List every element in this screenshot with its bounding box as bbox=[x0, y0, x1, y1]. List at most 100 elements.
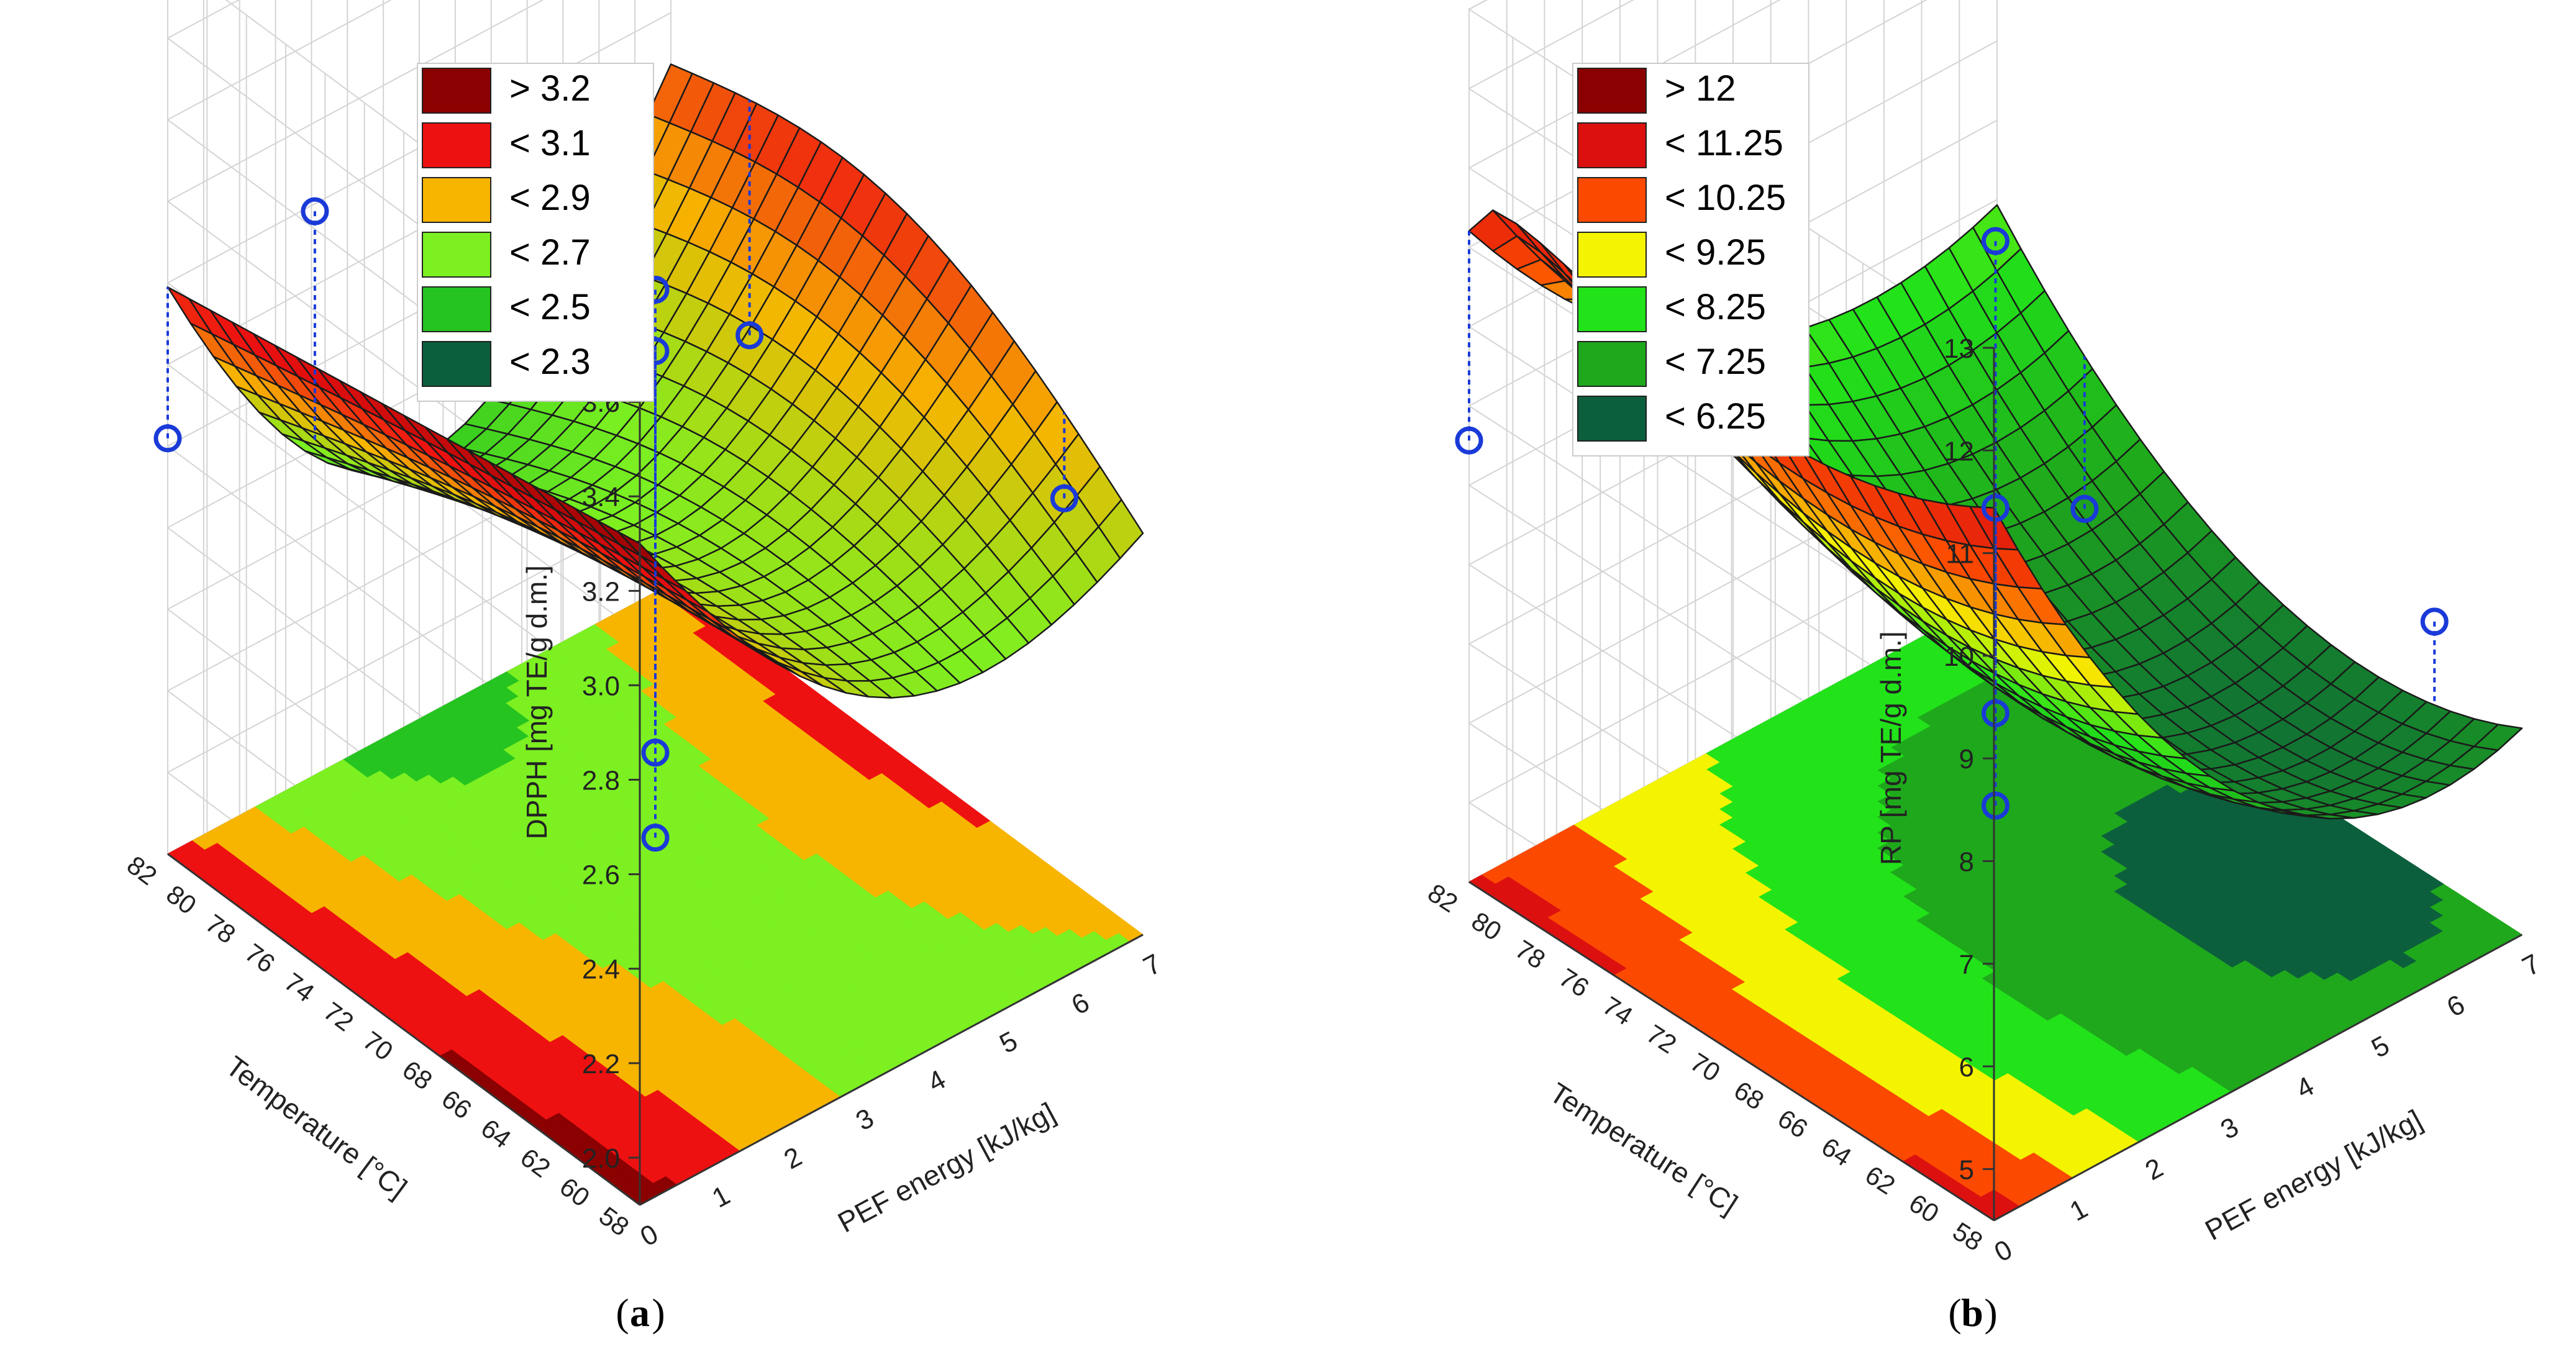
y-tick-label: 80 bbox=[161, 879, 202, 920]
legend-swatch bbox=[1577, 286, 1647, 332]
y-tick-label: 68 bbox=[1729, 1075, 1769, 1115]
legend-swatch bbox=[1577, 68, 1647, 114]
panel-letter: a bbox=[630, 1291, 650, 1335]
x-tick-label: 1 bbox=[707, 1180, 735, 1214]
panel-paren-open: ( bbox=[616, 1291, 629, 1335]
y-tick-label: 66 bbox=[1773, 1104, 1813, 1144]
z-tick-label: 6 bbox=[1959, 1052, 1974, 1083]
z-axis-label: DPPH [mg TE/g d.m.] bbox=[521, 565, 553, 839]
z-tick-label: 5 bbox=[1959, 1155, 1974, 1185]
y-tick-label: 62 bbox=[515, 1142, 556, 1183]
y-axis-label: Temperature [°C] bbox=[220, 1050, 412, 1204]
y-tick-label: 70 bbox=[1685, 1047, 1726, 1087]
x-tick-label: 4 bbox=[923, 1064, 951, 1098]
y-tick-label: 70 bbox=[358, 1025, 399, 1066]
legend: > 12 < 11.25 < 10.25 < 9.25 < 8.25 < 7.25 < 6.… bbox=[1572, 63, 1809, 456]
legend-swatch bbox=[1577, 177, 1647, 223]
x-tick-label: 4 bbox=[2291, 1071, 2319, 1105]
legend-label: < 6.25 bbox=[1665, 396, 1766, 437]
y-tick-label: 78 bbox=[201, 909, 242, 950]
contour-floor bbox=[166, 583, 1144, 1205]
x-tick-label: 1 bbox=[2065, 1193, 2093, 1227]
legend-label: > 3.2 bbox=[509, 68, 591, 109]
legend-swatch bbox=[422, 341, 491, 387]
panel-paren-open: ( bbox=[1948, 1291, 1961, 1335]
legend-label: < 2.5 bbox=[509, 287, 591, 327]
x-tick-label: 3 bbox=[851, 1102, 879, 1137]
panel-label: (a) bbox=[616, 1291, 665, 1335]
y-tick-label: 76 bbox=[1554, 963, 1595, 1003]
legend-swatch bbox=[1577, 396, 1647, 442]
legend-swatch bbox=[422, 68, 491, 114]
legend-label: < 2.7 bbox=[509, 232, 591, 273]
y-tick-label: 60 bbox=[1904, 1188, 1944, 1228]
y-tick-label: 72 bbox=[1642, 1019, 1682, 1059]
legend-swatch bbox=[422, 122, 491, 168]
y-tick-label: 58 bbox=[1947, 1216, 1988, 1256]
z-tick-label: 3.0 bbox=[582, 671, 620, 701]
z-tick-label: 3.2 bbox=[582, 576, 620, 607]
z-tick-label: 10 bbox=[1944, 642, 1974, 672]
panel-paren-close: ) bbox=[1984, 1291, 1997, 1335]
x-tick-label: 0 bbox=[1990, 1234, 2018, 1268]
z-tick-label: 2.0 bbox=[582, 1143, 620, 1174]
y-tick-label: 66 bbox=[437, 1084, 478, 1125]
legend-swatch bbox=[1577, 232, 1647, 278]
z-tick-label: 12 bbox=[1944, 436, 1974, 466]
y-tick-label: 78 bbox=[1510, 934, 1550, 974]
y-tick-label: 82 bbox=[122, 850, 163, 891]
x-tick-label: 7 bbox=[2518, 948, 2546, 983]
y-tick-label: 72 bbox=[319, 996, 360, 1037]
chart-panel-a: 2.02.22.42.62.83.03.23.43.63.8DPPH [mg T… bbox=[122, 0, 1167, 1335]
y-axis-label: Temperature [°C] bbox=[1544, 1076, 1744, 1220]
x-tick-label: 3 bbox=[2216, 1112, 2244, 1146]
y-tick-label: 74 bbox=[1598, 991, 1638, 1031]
y-tick-label: 64 bbox=[1816, 1132, 1857, 1172]
y-tick-label: 80 bbox=[1467, 906, 1507, 947]
legend-label: < 2.3 bbox=[509, 342, 591, 382]
y-tick-label: 68 bbox=[397, 1055, 438, 1096]
z-tick-label: 9 bbox=[1959, 744, 1974, 774]
z-tick-label: 13 bbox=[1944, 334, 1974, 364]
x-tick-label: 2 bbox=[779, 1142, 807, 1176]
legend-swatch bbox=[422, 177, 491, 223]
x-tick-label: 0 bbox=[635, 1219, 663, 1253]
y-tick-label: 58 bbox=[594, 1201, 635, 1242]
panel-paren-close: ) bbox=[652, 1291, 665, 1335]
z-tick-label: 11 bbox=[1946, 539, 1974, 570]
legend-label: < 11.25 bbox=[1665, 123, 1783, 163]
legend: > 3.2 < 3.1 < 2.9 < 2.7 < 2.5 < 2.3 bbox=[417, 63, 654, 402]
panel-letter: b bbox=[1961, 1291, 1983, 1335]
y-tick-label: 62 bbox=[1860, 1160, 1901, 1201]
legend-label: < 2.9 bbox=[509, 178, 591, 218]
z-tick-label: 3.4 bbox=[582, 482, 620, 512]
legend-label: < 7.25 bbox=[1665, 342, 1766, 382]
legend-label: < 3.1 bbox=[509, 123, 591, 163]
legend-label: < 10.25 bbox=[1665, 178, 1786, 218]
legend-label: < 8.25 bbox=[1665, 287, 1766, 327]
y-tick-label: 82 bbox=[1422, 878, 1463, 918]
y-tick-label: 60 bbox=[555, 1171, 596, 1212]
panel-label: (b) bbox=[1948, 1291, 1997, 1335]
y-tick-label: 76 bbox=[240, 938, 281, 979]
y-tick-label: 74 bbox=[279, 967, 320, 1008]
x-tick-label: 6 bbox=[2442, 989, 2470, 1024]
legend-swatch bbox=[1577, 122, 1647, 168]
legend-swatch bbox=[1577, 341, 1647, 387]
legend-label: < 9.25 bbox=[1665, 232, 1766, 273]
z-tick-label: 2.2 bbox=[582, 1049, 620, 1079]
legend-swatch bbox=[422, 286, 491, 332]
z-tick-label: 2.4 bbox=[582, 955, 620, 985]
z-tick-label: 2.8 bbox=[582, 766, 620, 796]
x-tick-label: 2 bbox=[2141, 1152, 2169, 1186]
z-tick-label: 8 bbox=[1959, 847, 1974, 877]
legend-swatch bbox=[422, 232, 491, 278]
x-tick-label: 7 bbox=[1139, 948, 1167, 983]
y-tick-label: 64 bbox=[476, 1113, 517, 1154]
x-tick-label: 5 bbox=[2367, 1030, 2395, 1064]
x-tick-label: 5 bbox=[994, 1025, 1022, 1060]
z-tick-label: 7 bbox=[1959, 950, 1974, 980]
legend-label: > 12 bbox=[1665, 68, 1736, 109]
